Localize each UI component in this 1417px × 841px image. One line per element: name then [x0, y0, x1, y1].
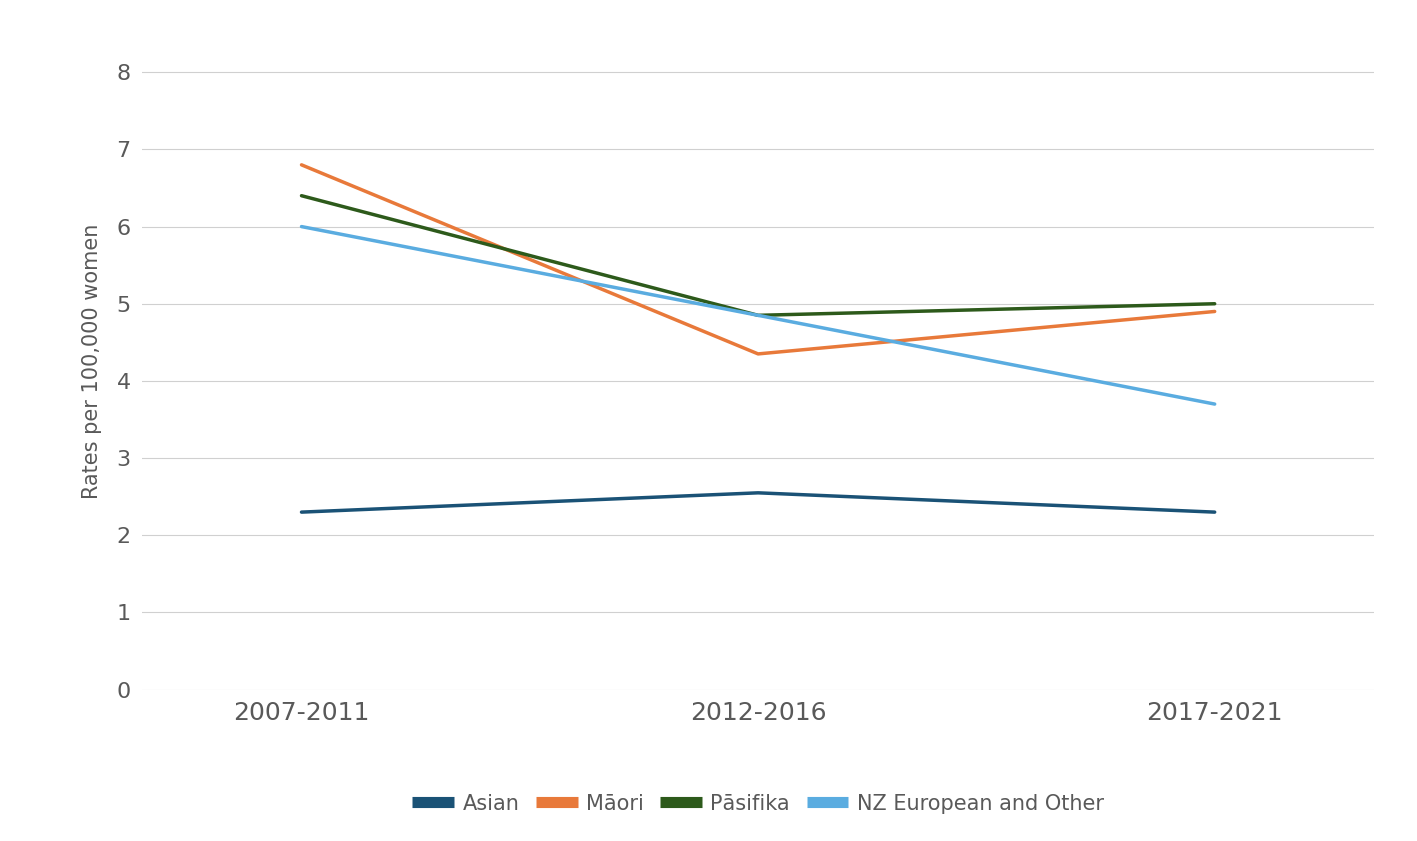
Y-axis label: Rates per 100,000 women: Rates per 100,000 women [82, 224, 102, 500]
Asian [1206, 507, 1223, 517]
Line: Māori: Māori [302, 165, 1214, 354]
Line: Asian: Asian [302, 493, 1214, 512]
Māori [293, 160, 310, 170]
NZ European and Other [750, 310, 767, 320]
Line: Pāsifika: Pāsifika [302, 196, 1214, 315]
Pāsifika [750, 310, 767, 320]
Māori [1206, 306, 1223, 316]
NZ European and Other [293, 221, 310, 231]
Pāsifika [293, 191, 310, 201]
Line: NZ European and Other: NZ European and Other [302, 226, 1214, 404]
Māori [750, 349, 767, 359]
Pāsifika [1206, 299, 1223, 309]
Asian [293, 507, 310, 517]
NZ European and Other [1206, 399, 1223, 409]
Legend: Asian, Māori, Pāsifika, NZ European and Other: Asian, Māori, Pāsifika, NZ European and … [404, 785, 1112, 822]
Asian [750, 488, 767, 498]
